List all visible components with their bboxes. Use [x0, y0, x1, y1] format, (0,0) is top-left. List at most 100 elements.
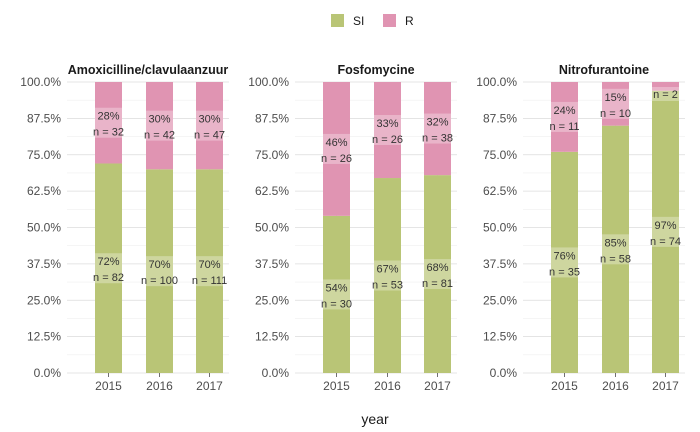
- y-tick-label: 37.5%: [27, 257, 61, 271]
- x-tick-label: 2015: [323, 379, 350, 393]
- data-label-si-pct: 67%: [376, 264, 398, 276]
- label-bg-si: [424, 259, 451, 290]
- x-tick-label: 2016: [374, 379, 401, 393]
- data-label-si-pct: 76%: [553, 250, 575, 262]
- y-tick-label: 62.5%: [483, 184, 517, 198]
- data-label-si-n: n = 35: [549, 266, 580, 278]
- x-tick-label: 2017: [424, 379, 451, 393]
- legend-label-si: SI: [353, 14, 364, 28]
- y-tick-label: 50.0%: [27, 221, 61, 235]
- data-label-si-n: n = 111: [192, 275, 227, 287]
- data-label-si-n: n = 74: [650, 236, 681, 248]
- bar-si-2016: [602, 125, 629, 374]
- label-bg-r: [146, 110, 173, 141]
- bar-si-2017: [424, 175, 451, 373]
- bar-si-2015: [551, 151, 578, 373]
- panel-2: 0.0% 12.5% 25.0% 37.5% 50.0% 62.5% 75.0% 87.5% 1…: [248, 63, 457, 393]
- bar-r-2017: [424, 82, 451, 176]
- x-tick-label: 2017: [652, 379, 679, 393]
- y-tick-label: 87.5%: [255, 111, 289, 125]
- bar-si-2016: [374, 178, 401, 373]
- legend-swatch-r: [383, 14, 396, 27]
- x-tick-label: 2015: [95, 379, 122, 393]
- data-label-si-pct: 70%: [148, 259, 170, 271]
- y-tick-label: 100.0%: [476, 75, 517, 89]
- data-label-r-n: n = 47: [194, 130, 225, 142]
- panel-1: 0.0% 12.5% 25.0% 37.5% 50.0% 62.5% 75.0% 87.5% 1…: [20, 63, 229, 393]
- data-label-r-pct: 33%: [376, 118, 398, 130]
- label-bg-si: [551, 247, 578, 278]
- data-label-r-pct: 46%: [325, 137, 347, 149]
- label-bg-si: [374, 260, 401, 291]
- data-label-si-pct: 85%: [604, 237, 626, 249]
- x-tick-label: 2017: [196, 379, 223, 393]
- bar-si-2017: [652, 90, 679, 373]
- y-tick-label: 50.0%: [255, 221, 289, 235]
- data-label-si-n: n = 53: [372, 280, 403, 292]
- y-tick-label: 12.5%: [255, 330, 289, 344]
- y-tick-label: 0.0%: [34, 366, 62, 380]
- data-label-r-pct: 30%: [198, 114, 220, 126]
- label-bg-si: [652, 216, 679, 247]
- y-tick-label: 62.5%: [255, 184, 289, 198]
- data-label-si-n: n = 58: [600, 253, 631, 265]
- bar-r-2016: [146, 82, 173, 170]
- bar-r-2015: [323, 82, 350, 216]
- data-label-si-pct: 68%: [426, 262, 448, 274]
- y-tick-label: 75.0%: [255, 148, 289, 162]
- y-tick-label: 87.5%: [483, 111, 517, 125]
- data-label-r-n: n = 38: [422, 133, 453, 145]
- bar-si-2015: [323, 215, 350, 373]
- y-tick-label: 100.0%: [20, 75, 61, 89]
- bar-r-2017: [196, 82, 223, 170]
- x-tick-label: 2015: [551, 379, 578, 393]
- data-label-si-n: n = 82: [93, 272, 124, 284]
- y-tick-label: 75.0%: [483, 148, 517, 162]
- y-tick-label: 37.5%: [255, 257, 289, 271]
- bar-r-2016: [602, 82, 629, 126]
- label-bg-r: [95, 107, 122, 138]
- y-tick-label: 25.0%: [27, 293, 61, 307]
- y-tick-label: 100.0%: [248, 75, 289, 89]
- bar-si-2017: [196, 169, 223, 373]
- panel-title: Fosfomycine: [337, 63, 414, 77]
- bar-r-2015: [95, 82, 122, 164]
- label-bg-r: [196, 110, 223, 141]
- data-label-r-pct: 24%: [553, 105, 575, 117]
- x-axis-title: year: [361, 411, 389, 427]
- label-bg-si: [196, 256, 223, 287]
- label-bg-r: [424, 113, 451, 144]
- y-tick-label: 0.0%: [262, 366, 290, 380]
- data-label-r-n: n = 26: [321, 153, 352, 165]
- panel-title: Nitrofurantoine: [559, 63, 649, 77]
- legend-label-r: R: [405, 14, 414, 28]
- label-bg-r: [323, 133, 350, 164]
- data-label-si-pct: 72%: [97, 256, 119, 268]
- y-tick-label: 62.5%: [27, 184, 61, 198]
- data-label-r-n: n = 32: [93, 127, 124, 139]
- label-bg-r: [374, 115, 401, 146]
- panel-3: 0.0% 12.5% 25.0% 37.5% 50.0% 62.5% 75.0% 87.5% 1…: [476, 63, 685, 393]
- y-tick-label: 25.0%: [483, 293, 517, 307]
- y-tick-label: 0.0%: [490, 366, 518, 380]
- y-tick-label: 12.5%: [27, 330, 61, 344]
- bar-r-2015: [551, 82, 578, 152]
- panel-title: Amoxicilline/clavulaanzuur: [68, 63, 229, 77]
- legend-swatch-si: [331, 14, 344, 27]
- label-bg-r: [551, 101, 578, 132]
- legend: SI R: [331, 14, 414, 28]
- label-bg-r: [652, 87, 679, 101]
- bar-si-2016: [146, 169, 173, 373]
- data-label-r-n: n = 26: [372, 134, 403, 146]
- label-bg-si: [146, 256, 173, 287]
- y-tick-label: 50.0%: [483, 221, 517, 235]
- data-label-r-pct: 15%: [604, 92, 626, 104]
- x-tick-label: 2016: [602, 379, 629, 393]
- data-label-si-n: n = 100: [141, 275, 178, 287]
- bar-si-2015: [95, 163, 122, 373]
- data-label-si-pct: 97%: [654, 220, 676, 232]
- y-tick-label: 75.0%: [27, 148, 61, 162]
- label-bg-si: [95, 253, 122, 284]
- y-tick-label: 87.5%: [27, 111, 61, 125]
